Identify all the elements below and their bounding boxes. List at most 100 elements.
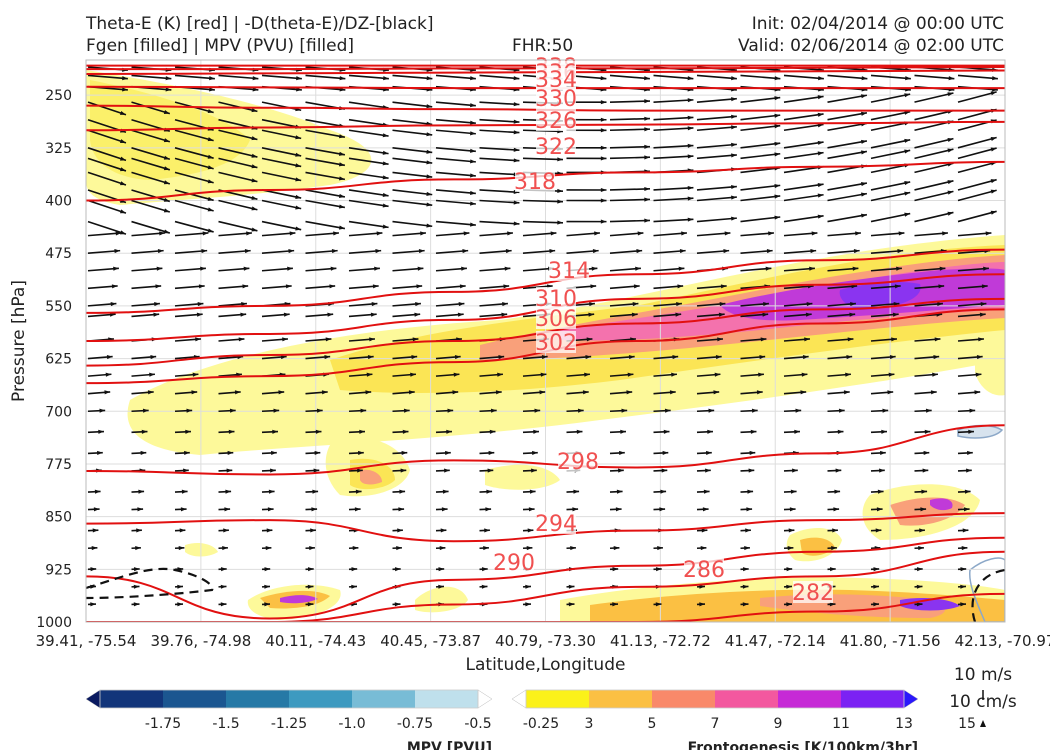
wind-vector-head <box>677 284 684 289</box>
wind-vector-head <box>787 545 794 551</box>
wind-vector-head <box>860 192 867 197</box>
wind-vector-head <box>881 429 887 434</box>
wind-vector <box>348 220 389 229</box>
wind-vector-head <box>975 372 982 377</box>
wind-vector-head <box>922 468 929 473</box>
wind-vector-head <box>644 218 650 223</box>
wind-vector <box>479 101 520 106</box>
wind-vector <box>174 157 214 170</box>
wind-vector <box>131 74 172 80</box>
wind-vector <box>435 171 476 177</box>
title-left-1: Theta-E (K) [red] | -D(theta-E)/DZ-[blac… <box>86 14 434 34</box>
wind-vector-head <box>196 312 203 317</box>
mpv-outline <box>969 557 1005 622</box>
wind-vector-head <box>720 284 727 289</box>
wind-vector-head <box>568 584 575 589</box>
wind-vector-head <box>766 249 773 254</box>
fgen-colorbar-tick: 15 <box>958 716 976 732</box>
wind-vector-head <box>351 584 357 589</box>
wind-vector-head <box>268 489 275 494</box>
mpv-colorbar-tick: -0.75 <box>397 716 433 732</box>
wind-vector-head <box>355 489 362 494</box>
wind-vector-head <box>177 602 183 607</box>
wind-vector-head <box>763 301 769 307</box>
wind-vector-head <box>394 602 401 607</box>
fgen-fill-area <box>360 469 382 485</box>
wind-vector-head <box>731 195 737 200</box>
y-axis-label: Pressure [hPa] <box>9 280 29 402</box>
wind-vector <box>783 123 824 132</box>
wind-vector-head <box>990 210 997 215</box>
wind-vector-head <box>504 266 511 271</box>
wind-vector-head <box>445 450 451 455</box>
wind-vector <box>435 118 476 125</box>
wind-vector-head <box>338 176 345 181</box>
wind-vector-head <box>223 528 229 533</box>
wind-vector-head <box>860 111 867 116</box>
wind-vector <box>479 74 520 80</box>
wind-vector-head <box>715 354 722 360</box>
wind-vector-head <box>438 567 445 572</box>
wind-vector-head <box>119 209 126 214</box>
wind-vector-head <box>507 231 513 236</box>
wind-vector-head <box>672 354 679 360</box>
wind-vector-head <box>880 450 886 455</box>
wind-vector <box>870 191 911 202</box>
wind-vector <box>261 129 302 140</box>
wind-vector-head <box>382 133 389 138</box>
wind-vector-head <box>636 249 643 254</box>
wind-vector-head <box>932 372 938 377</box>
wind-vector-head <box>616 489 623 494</box>
wind-ref-label: 10 m/s <box>954 665 1012 685</box>
wind-vector-head <box>183 468 189 473</box>
wind-vector <box>392 118 433 126</box>
wind-vector-head <box>541 354 548 360</box>
wind-vector-head <box>549 249 556 254</box>
wind-vector-head <box>600 198 607 203</box>
wind-vector-head <box>655 567 662 572</box>
wind-vector-head <box>360 408 367 413</box>
wind-vector-head <box>786 602 792 607</box>
wind-vector <box>479 199 520 204</box>
wind-vector-head <box>315 429 322 434</box>
wind-vector-head <box>990 136 997 141</box>
wind-vector-head <box>671 372 677 377</box>
wind-vector <box>522 157 564 161</box>
mpv-colorbar-tick: -1.5 <box>212 716 239 732</box>
wind-vector-head <box>382 192 389 197</box>
wind-vector-head <box>817 214 824 219</box>
wind-vector-head <box>207 228 214 233</box>
wind-vector <box>522 199 564 203</box>
wind-vector-head <box>759 354 766 360</box>
wind-vector-head <box>811 231 818 236</box>
fgen-colorbar-segment <box>652 690 716 708</box>
wind-vector-head <box>489 429 496 434</box>
wind-vector-head <box>311 507 318 512</box>
wind-vector-head <box>794 429 800 434</box>
wind-vector-head <box>408 390 415 395</box>
wind-vector-head <box>853 249 860 254</box>
wind-vector <box>783 215 824 223</box>
wind-vector-head <box>762 312 769 317</box>
wind-vector-head <box>295 135 302 140</box>
wind-vector-head <box>251 108 258 113</box>
wind-vector <box>609 145 651 149</box>
mpv-colorbar-tick: -0.5 <box>464 716 491 732</box>
wind-vector-head <box>442 489 449 494</box>
wind-vector <box>827 94 868 103</box>
wind-vector <box>740 142 781 149</box>
wind-vector-head <box>817 112 824 117</box>
wind-vector-head <box>375 249 382 254</box>
wind-vector <box>174 171 214 184</box>
fgen-fill-area <box>839 282 921 310</box>
wind-vector-head <box>719 301 726 307</box>
wind-vector-head <box>251 227 258 232</box>
wind-vector-head <box>485 507 492 512</box>
wind-vector-head <box>313 468 320 473</box>
wind-vector <box>609 74 650 80</box>
wind-vector <box>87 199 127 214</box>
wind-vector-head <box>111 284 118 289</box>
wind-vector <box>305 199 346 209</box>
contour-label-bg <box>536 307 576 329</box>
wind-vector <box>305 171 346 181</box>
